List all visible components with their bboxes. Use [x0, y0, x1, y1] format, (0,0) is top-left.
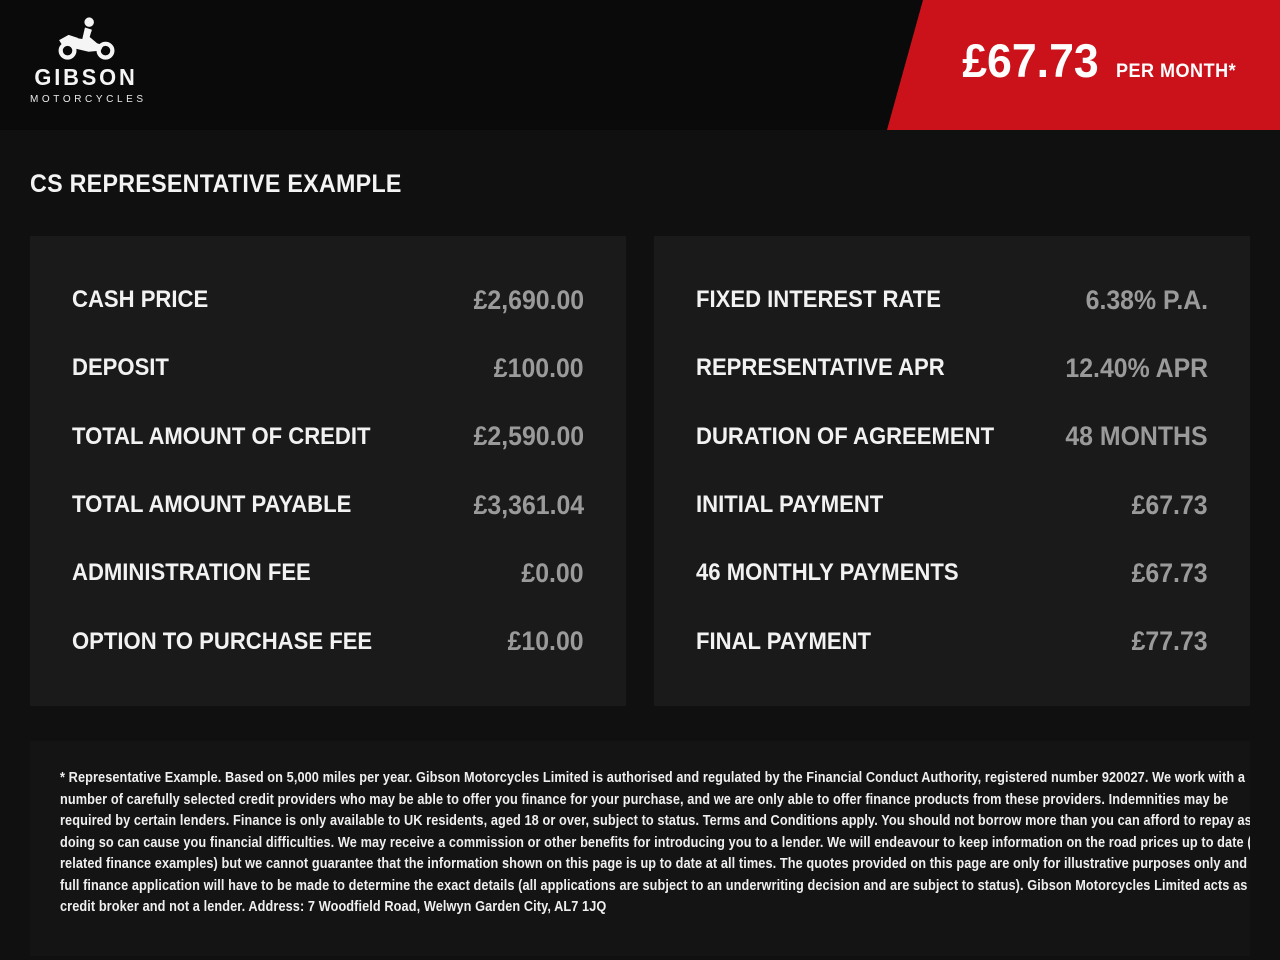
row-value: 48 MONTHS [1065, 421, 1208, 452]
table-row: FINAL PAYMENT £77.73 [696, 626, 1208, 657]
table-row: INITIAL PAYMENT £67.73 [696, 490, 1208, 521]
motorcycle-icon [58, 17, 115, 60]
table-row: ADMINISTRATION FEE £0.00 [72, 558, 584, 589]
row-label: REPRESENTATIVE APR [696, 354, 945, 382]
table-row: TOTAL AMOUNT PAYABLE £3,361.04 [72, 490, 584, 521]
row-value: £0.00 [521, 557, 584, 588]
row-label: INITIAL PAYMENT [696, 491, 884, 519]
row-label: FINAL PAYMENT [696, 627, 872, 655]
row-label: FIXED INTEREST RATE [696, 286, 941, 314]
row-value: £2,590.00 [473, 421, 584, 452]
row-value: £67.73 [1132, 557, 1208, 588]
page-title: CS REPRESENTATIVE EXAMPLE [30, 170, 402, 198]
row-label: ADMINISTRATION FEE [72, 559, 311, 587]
row-label: TOTAL AMOUNT OF CREDIT [72, 422, 371, 450]
row-label: 46 MONTHLY PAYMENTS [696, 559, 959, 587]
finance-panel-right: FIXED INTEREST RATE 6.38% P.A. REPRESENT… [654, 236, 1250, 706]
row-label: TOTAL AMOUNT PAYABLE [72, 491, 352, 519]
finance-panel-left: CASH PRICE £2,690.00 DEPOSIT £100.00 TOT… [30, 236, 626, 706]
row-value: 6.38% P.A. [1085, 284, 1208, 315]
table-row: FIXED INTEREST RATE 6.38% P.A. [696, 285, 1208, 316]
brand-name: GIBSON [34, 64, 138, 90]
monthly-price: £67.73 [962, 34, 1099, 87]
table-row: DURATION OF AGREEMENT 48 MONTHS [696, 421, 1208, 452]
row-label: CASH PRICE [72, 286, 209, 314]
table-row: 46 MONTHLY PAYMENTS £67.73 [696, 558, 1208, 589]
row-value: £67.73 [1132, 489, 1208, 520]
row-value: £77.73 [1132, 626, 1208, 657]
table-row: TOTAL AMOUNT OF CREDIT £2,590.00 [72, 421, 584, 452]
table-row: DEPOSIT £100.00 [72, 353, 584, 384]
legal-disclaimer: * Representative Example. Based on 5,000… [60, 770, 1250, 915]
row-value: £3,361.04 [473, 489, 584, 520]
row-value: £100.00 [494, 352, 584, 383]
brand-tagline: MOTORCYCLES [30, 94, 147, 105]
footer: * Representative Example. Based on 5,000… [30, 741, 1250, 956]
monthly-price-banner: £67.73 PER MONTH* [887, 0, 1280, 130]
row-value: £2,690.00 [473, 284, 584, 315]
monthly-price-suffix: PER MONTH* [1115, 61, 1236, 82]
header: GIBSON MOTORCYCLES £67.73 PER MONTH* [0, 0, 1280, 130]
row-label: DURATION OF AGREEMENT [696, 422, 995, 450]
row-value: £10.00 [508, 626, 584, 657]
row-label: DEPOSIT [72, 354, 169, 382]
finance-panels: CASH PRICE £2,690.00 DEPOSIT £100.00 TOT… [30, 236, 1250, 706]
main-content: CS REPRESENTATIVE EXAMPLE CASH PRICE £2,… [0, 130, 1280, 956]
table-row: REPRESENTATIVE APR 12.40% APR [696, 353, 1208, 384]
row-label: OPTION TO PURCHASE FEE [72, 627, 373, 655]
brand-logo: GIBSON MOTORCYCLES [30, 14, 147, 105]
table-row: OPTION TO PURCHASE FEE £10.00 [72, 626, 584, 657]
table-row: CASH PRICE £2,690.00 [72, 285, 584, 316]
row-value: 12.40% APR [1065, 352, 1208, 383]
